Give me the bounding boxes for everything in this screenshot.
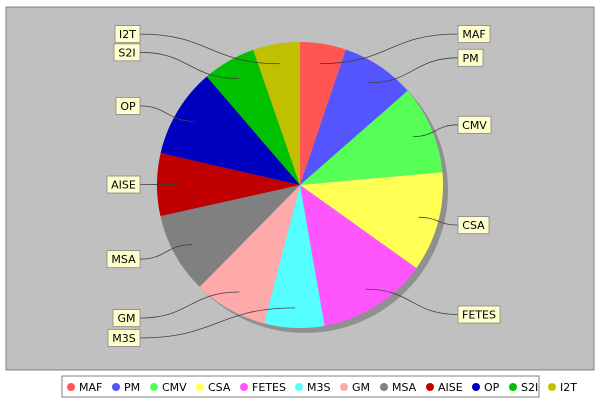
slice-label-gm: GM [117, 312, 135, 325]
legend-marker-cmv [150, 383, 158, 391]
leader-line-maf [319, 33, 459, 65]
leader-line-cmv [413, 124, 459, 137]
legend-label-csa: CSA [208, 381, 231, 394]
pie-slices [156, 42, 444, 329]
slice-label-msa: MSA [111, 253, 136, 266]
legend-marker-pm [112, 383, 120, 391]
slice-label-i2t: I2T [119, 28, 136, 41]
legend-marker-gm [340, 383, 348, 391]
pie-slice-fetes [300, 185, 417, 326]
leader-line-pm [368, 57, 459, 84]
legend-marker-s2i [509, 383, 517, 391]
slice-label-cmv: CMV [462, 119, 487, 132]
slice-label-box-msa [106, 250, 141, 269]
pie-slice-aise [156, 153, 300, 217]
pie-slice-i2t [253, 42, 300, 185]
slice-label-box-s2i [113, 43, 141, 62]
pie-slice-pm [300, 49, 408, 185]
slice-label-csa: CSA [462, 219, 485, 232]
slice-label-box-m3s [107, 328, 141, 347]
slice-label-box-i2t [114, 25, 141, 44]
legend-label-pm: PM [124, 381, 140, 394]
slice-label-op: OP [120, 100, 136, 113]
leader-line-csa [418, 216, 459, 226]
leader-line-op [139, 105, 195, 122]
slice-label-box-fetes [457, 305, 501, 324]
pie-slice-msa [160, 185, 300, 287]
leader-line-s2i [139, 51, 239, 79]
legend-marker-msa [380, 383, 388, 391]
leader-line-i2t [139, 33, 280, 65]
legend-marker-csa [196, 383, 204, 391]
legend-label-s2i: S2I [521, 381, 538, 394]
pie-slice-csa [300, 172, 444, 269]
slice-label-box-pm [457, 48, 484, 67]
pie-slice-gm [199, 185, 300, 324]
slice-label-pm: PM [462, 52, 478, 65]
slice-label-maf: MAF [462, 28, 485, 41]
slice-label-fetes: FETES [462, 308, 496, 321]
legend-label-m3s: M3S [307, 381, 330, 394]
legend-label-aise: AISE [438, 381, 463, 394]
legend-marker-aise [426, 383, 434, 391]
pie-slice-maf [300, 42, 346, 185]
slice-label-aise: AISE [111, 179, 136, 192]
legend-label-i2t: I2T [560, 381, 577, 394]
slice-label-box-cmv [457, 115, 492, 134]
legend-label-gm: GM [352, 381, 370, 394]
slice-label-box-op [115, 97, 141, 115]
legend-label-cmv: CMV [162, 381, 187, 394]
legend-marker-m3s [295, 383, 303, 391]
legend-marker-i2t [548, 383, 556, 391]
legend-marker-fetes [240, 383, 248, 391]
leader-line-fetes [365, 288, 459, 315]
legend-marker-op [472, 383, 480, 391]
legend-label-fetes: FETES [252, 381, 286, 394]
legend-marker-maf [67, 383, 75, 391]
slice-label-box-maf [457, 25, 491, 43]
pie-slice-op [160, 76, 300, 185]
pie-slice-s2i [206, 49, 300, 186]
slice-label-box-csa [457, 216, 490, 235]
pie-slice-m3s [264, 185, 325, 329]
slice-label-s2i: S2I [118, 46, 135, 59]
slice-label-box-aise [106, 175, 141, 194]
legend-label-maf: MAF [79, 381, 102, 394]
slice-label-m3s: M3S [112, 332, 135, 345]
pie-slice-cmv [300, 90, 443, 185]
leader-lines [139, 33, 459, 339]
slice-labels: MAF PM CMV CSA FETES M3S GM MSA AISE OP S2I I2T [106, 25, 501, 347]
legend: MAF PM CMV CSA FETES M3S GM MSA AISE OP S2I I2T [67, 381, 577, 394]
leader-line-m3s [139, 307, 296, 339]
legend-label-op: OP [484, 381, 500, 394]
slice-label-box-gm [112, 309, 141, 328]
leader-line-msa [139, 244, 193, 260]
legend-label-msa: MSA [392, 381, 417, 394]
leader-line-gm [139, 291, 240, 319]
